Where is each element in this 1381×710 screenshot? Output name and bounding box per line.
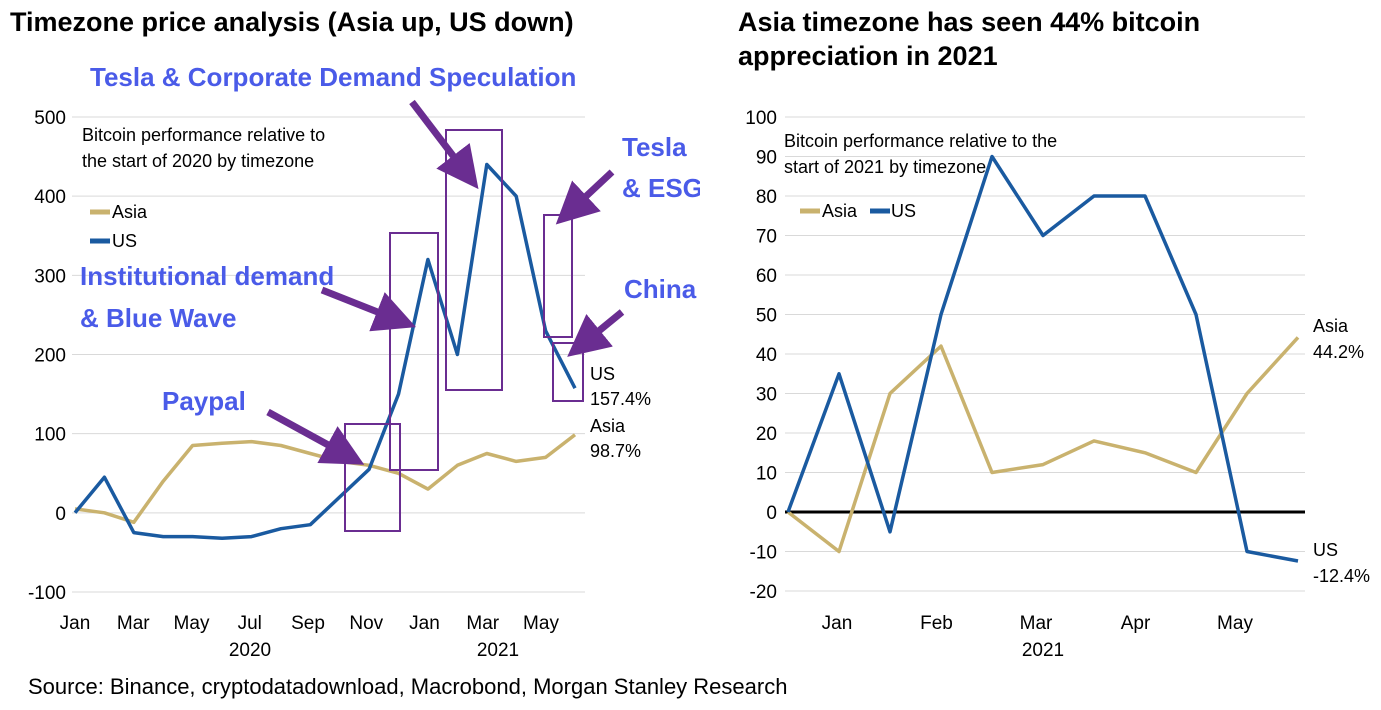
left-chart-title: Timezone price analysis (Asia up, US dow…	[10, 7, 574, 37]
left-legend: Asia US	[90, 202, 148, 251]
x-year-label: 2021	[477, 640, 519, 661]
y-tick-label: 300	[34, 266, 66, 287]
end-label-asia-value: 98.7%	[590, 441, 641, 461]
x-tick-label: Mar	[466, 613, 499, 634]
annotation-institutional-line2: & Blue Wave	[80, 303, 237, 333]
x-tick-label: May	[1217, 613, 1253, 634]
box-tesla-esg	[543, 214, 573, 338]
box-institutional	[389, 232, 439, 471]
right-subtitle-line1: Bitcoin performance relative to the	[784, 131, 1057, 151]
annotation-tesla-esg-line2: & ESG	[622, 173, 700, 203]
right-chart-title: Asia timezone has seen 44% bitcoin appre…	[738, 7, 1201, 71]
arrow-china	[567, 309, 625, 357]
legend-us-label: US	[112, 231, 137, 251]
arrow-paypal	[266, 408, 365, 465]
y-tick-label: -10	[750, 543, 777, 564]
x-tick-label: May	[523, 613, 559, 634]
left-subtitle-line1: Bitcoin performance relative to	[82, 125, 325, 145]
arrow-institutional	[320, 286, 417, 332]
y-tick-label: 100	[34, 425, 66, 446]
end-label-asia-name: Asia	[1313, 316, 1349, 336]
box-tesla-corporate	[445, 129, 503, 391]
arrow-tesla-corporate	[409, 99, 479, 190]
end-label-us-value: 157.4%	[590, 389, 651, 409]
y-tick-label: 30	[756, 385, 777, 406]
right-legend: Asia US	[800, 201, 916, 221]
x-tick-label: Feb	[920, 613, 953, 634]
x-tick-label: Mar	[117, 613, 150, 634]
y-tick-label: -20	[750, 582, 777, 603]
y-tick-label: 90	[756, 148, 777, 169]
left-chart: 500 400 300 200 100 0 -100 Jan Mar May Jul Sep Nov J…	[28, 62, 700, 661]
end-label-us-name: US	[1313, 540, 1338, 560]
x-tick-label: Jan	[822, 613, 853, 634]
end-label-asia-name: Asia	[590, 416, 626, 436]
annotation-tesla-corporate: Tesla & Corporate Demand Speculation	[90, 62, 576, 92]
y-tick-label: 70	[756, 227, 777, 248]
y-tick-label: 200	[34, 346, 66, 367]
y-tick-label: 0	[55, 504, 66, 525]
annotation-institutional-line1: Institutional demand	[80, 261, 334, 291]
x-year-label: 2020	[229, 640, 271, 661]
y-tick-label: 400	[34, 187, 66, 208]
left-end-labels: US 157.4% Asia 98.7%	[590, 364, 651, 461]
y-tick-label: 40	[756, 345, 777, 366]
legend-asia-label: Asia	[112, 202, 148, 222]
y-tick-label: 10	[756, 464, 777, 485]
series-line-us	[73, 162, 577, 540]
right-subtitle-line2: start of 2021 by timezone	[784, 157, 986, 177]
y-tick-label: 80	[756, 187, 777, 208]
annotation-paypal: Paypal	[162, 386, 246, 416]
series-line-us	[786, 154, 1299, 563]
annotation-arrows	[266, 99, 625, 465]
y-tick-label: 50	[756, 306, 777, 327]
right-end-labels: Asia 44.2% US -12.4%	[1313, 316, 1370, 586]
y-tick-label: 100	[745, 108, 777, 129]
x-year-label: 2021	[1022, 640, 1064, 661]
end-label-us-name: US	[590, 364, 615, 384]
x-tick-label: Nov	[349, 613, 383, 634]
series-line-asia	[786, 336, 1300, 554]
y-tick-label: 500	[34, 108, 66, 129]
legend-asia-label: Asia	[822, 201, 858, 221]
x-tick-label: Jan	[409, 613, 440, 634]
x-tick-label: Sep	[291, 613, 325, 634]
y-tick-label: 0	[766, 503, 777, 524]
x-tick-label: May	[174, 613, 210, 634]
x-tick-label: Jan	[60, 613, 91, 634]
x-tick-label: Mar	[1020, 613, 1053, 634]
arrow-tesla-esg	[555, 169, 615, 225]
annotation-china: China	[624, 274, 697, 304]
x-tick-label: Apr	[1121, 613, 1151, 634]
annotation-tesla-esg-line1: Tesla	[622, 132, 687, 162]
y-tick-label: -100	[28, 583, 66, 604]
legend-us-label: US	[891, 201, 916, 221]
box-paypal	[344, 423, 401, 532]
x-tick-label: Jul	[238, 613, 262, 634]
y-tick-label: 20	[756, 424, 777, 445]
end-label-us-value: -12.4%	[1313, 566, 1370, 586]
source-note: Source: Binance, cryptodatadownload, Mac…	[28, 674, 788, 699]
y-tick-label: 60	[756, 266, 777, 287]
end-label-asia-value: 44.2%	[1313, 342, 1364, 362]
left-subtitle-line2: the start of 2020 by timezone	[82, 151, 314, 171]
